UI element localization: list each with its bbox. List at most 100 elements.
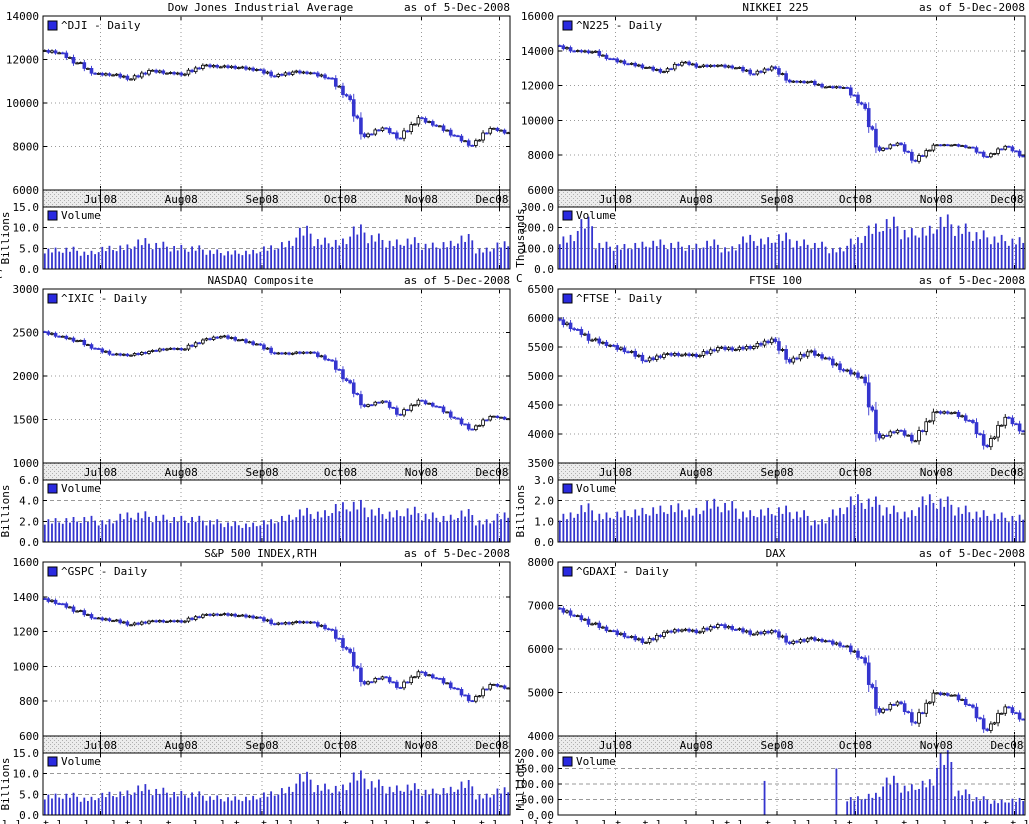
stray-artifact-char-left: C [0,268,3,281]
gdaxi-volume-unit-label: Millions [514,758,527,811]
ftse-volume-bars [558,494,1025,542]
gspc-price-tick: 1000 [13,660,40,673]
gspc-volume-legend-label: Volume [61,755,101,768]
ftse-as-of-date: as of 5-Dec-2008 [919,274,1025,287]
ftse-chart-canvas: FTSE 100 as of 5-Dec-2008 3500 4000 4500 5000… [514,274,1026,549]
n225-volume-bars [558,214,1025,269]
gspc-month-label: Jul08 [84,739,117,752]
legend-swatch-icon [562,483,573,494]
gdaxi-price-tick: 5000 [528,687,555,700]
n225-month-label: Aug08 [680,193,713,206]
ixic-volume-unit-label: Billions [0,485,12,538]
ftse-volume-tick: 3.0 [534,474,554,487]
gspc-volume-plot [42,752,511,816]
dji-price-tick: 14000 [6,10,39,23]
n225-volume-unit-label: Thousands [514,208,527,268]
ixic-title: NASDAQ Composite [208,274,314,287]
gdaxi-volume-legend-label: Volume [576,755,616,768]
n225-candlesticks [557,43,1026,164]
gspc-month-label: Aug08 [165,739,198,752]
gspc-month-label: Oct08 [324,739,357,752]
n225-month-label: Dec08 [990,193,1023,206]
ftse-volume-plot [557,479,1026,543]
dji-price-plot [42,15,511,191]
dji-price-tick: 8000 [13,141,40,154]
ixic-price-tick: 1500 [13,414,40,427]
gspc-price-tick: 800 [19,695,39,708]
ftse-month-label: Sep08 [760,466,793,479]
n225-legend: ^N225 - Daily [562,19,662,32]
ftse-price-tick: 3500 [528,457,555,470]
gdaxi-month-label: Sep08 [760,739,793,752]
gdaxi-month-label: Oct08 [839,739,872,752]
gspc-volume-tick: 5.0 [19,788,39,801]
gspc-volume-tick: 0.0 [19,809,39,822]
gdaxi-volume-tick: 0.00 [528,809,555,822]
ftse-price-tick: 5000 [528,370,555,383]
gdaxi-candlesticks [557,606,1026,734]
gdaxi-price-tick: 6000 [528,643,555,656]
gdaxi-price-plot [557,561,1026,737]
ixic-price-plot [42,288,511,464]
ixic-volume-tick: 2.0 [19,515,39,528]
n225-volume-plot [557,206,1026,270]
legend-swatch-icon [562,566,573,577]
gspc-price-tick: 1400 [13,591,40,604]
ftse-legend: ^FTSE - Daily [562,292,662,305]
dji-month-label: Nov08 [405,193,438,206]
ftse-price-tick: 4500 [528,399,555,412]
n225-price-tick: 10000 [521,114,554,127]
ftse-legend-label: ^FTSE - Daily [576,292,662,305]
n225-price-tick: 6000 [528,184,555,197]
ixic-volume-plot [42,479,511,543]
ftse-volume-tick: 1.0 [534,515,554,528]
panel-sp500: S&P 500 INDEX,RTH as of 5-Dec-2008 600 800 1… [0,546,515,822]
legend-swatch-icon [47,483,58,494]
ixic-price-tick: 2000 [13,370,40,383]
gdaxi-volume-tick: 200.00 [514,747,554,760]
gspc-title: S&P 500 INDEX,RTH [204,547,317,560]
ixic-month-label: Jul08 [84,466,117,479]
dji-month-label: Sep08 [245,193,278,206]
ftse-month-label: Aug08 [680,466,713,479]
gdaxi-volume-tick: 100.00 [514,778,554,791]
gspc-price-plot [42,561,511,737]
clipped-bottom-text-strip: ll tl l ltl t l lt tll l t ll lt l tl ll… [2,817,1029,824]
dji-volume-plot [42,206,511,270]
legend-swatch-icon [47,756,58,767]
n225-volume-tick: 300.0 [521,201,554,214]
n225-price-tick: 16000 [521,10,554,23]
gspc-volume-bars [43,770,510,815]
ftse-month-label: Nov08 [920,466,953,479]
dji-volume-tick: 10.0 [13,222,40,235]
ftse-title: FTSE 100 [749,274,802,287]
gdaxi-month-label: Nov08 [920,739,953,752]
dji-candlesticks [42,48,511,148]
dji-legend: ^DJI - Daily [47,19,141,32]
ftse-price-tick: 6000 [528,312,555,325]
ftse-volume-unit-label: Billions [514,485,527,538]
ixic-chart-canvas: NASDAQ Composite as of 5-Dec-2008 1000 1500… [0,274,511,549]
n225-price-tick: 8000 [528,149,555,162]
gdaxi-title: DAX [766,547,786,560]
gdaxi-price-tick: 7000 [528,600,555,613]
dji-volume-legend: Volume [47,209,101,222]
dji-price-tick: 6000 [13,184,40,197]
panel-ftse-100: FTSE 100 as of 5-Dec-2008 3500 4000 4500 5000… [514,273,1029,549]
gdaxi-month-label: Aug08 [680,739,713,752]
ftse-volume-legend-label: Volume [576,482,616,495]
gspc-month-label: Sep08 [245,739,278,752]
gdaxi-chart-canvas: DAX as of 5-Dec-2008 4000 5000 6000 7000 8000 0… [514,547,1026,822]
ixic-volume-tick: 0.0 [19,536,39,549]
n225-price-plot [557,15,1026,191]
n225-chart-canvas: NIKKEI 225 as of 5-Dec-2008 6000 8000 10000 1… [514,1,1026,276]
gspc-price-tick: 1200 [13,626,40,639]
dji-as-of-date: as of 5-Dec-2008 [404,1,510,14]
ixic-candlesticks [42,330,511,432]
ixic-month-label: Aug08 [165,466,198,479]
legend-swatch-icon [47,566,58,577]
ixic-volume-bars [43,499,510,542]
ftse-volume-tick: 2.0 [534,495,554,508]
ixic-legend-label: ^IXIC - Daily [61,292,147,305]
gspc-chart-canvas: S&P 500 INDEX,RTH as of 5-Dec-2008 600 800 1… [0,547,511,822]
